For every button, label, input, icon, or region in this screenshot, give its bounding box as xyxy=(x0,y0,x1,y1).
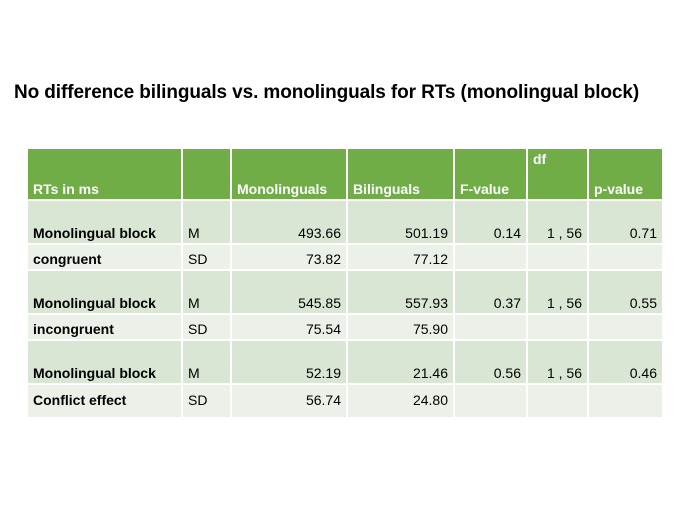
cell-monolinguals: 75.54 xyxy=(230,313,348,341)
row-label: Monolingual block xyxy=(26,269,183,315)
cell-monolinguals: 56.74 xyxy=(230,383,348,419)
row-stat: M xyxy=(181,339,232,385)
row-label: congruent xyxy=(26,243,183,271)
cell-monolinguals: 73.82 xyxy=(230,243,348,271)
header-p-value: p-value xyxy=(587,147,664,201)
cell-bilinguals: 501.19 xyxy=(346,199,455,245)
header-rts: RTs in ms xyxy=(26,147,183,201)
cell-p-value xyxy=(587,383,664,419)
table-row: incongruent SD 75.54 75.90 xyxy=(26,313,664,341)
cell-monolinguals: 52.19 xyxy=(230,339,348,385)
row-stat: SD xyxy=(181,383,232,419)
header-df: df xyxy=(526,147,589,201)
row-stat: M xyxy=(181,199,232,245)
row-stat: SD xyxy=(181,313,232,341)
table-row: Monolingual block M 52.19 21.46 0.56 1 ,… xyxy=(26,339,664,385)
cell-f-value: 0.56 xyxy=(453,339,528,385)
cell-bilinguals: 77.12 xyxy=(346,243,455,271)
cell-p-value: 0.71 xyxy=(587,199,664,245)
table-header-row: RTs in ms Monolinguals Bilinguals F-valu… xyxy=(26,147,664,201)
header-bilinguals: Bilinguals xyxy=(346,147,455,201)
header-monolinguals: Monolinguals xyxy=(230,147,348,201)
cell-bilinguals: 21.46 xyxy=(346,339,455,385)
cell-monolinguals: 493.66 xyxy=(230,199,348,245)
cell-f-value xyxy=(453,313,528,341)
cell-p-value: 0.55 xyxy=(587,269,664,315)
row-label: Monolingual block xyxy=(26,199,183,245)
cell-df xyxy=(526,243,589,271)
table-row: Monolingual block M 493.66 501.19 0.14 1… xyxy=(26,199,664,245)
cell-monolinguals: 545.85 xyxy=(230,269,348,315)
cell-df: 1 , 56 xyxy=(526,269,589,315)
cell-df: 1 , 56 xyxy=(526,339,589,385)
cell-bilinguals: 557.93 xyxy=(346,269,455,315)
cell-f-value xyxy=(453,243,528,271)
cell-df: 1 , 56 xyxy=(526,199,589,245)
cell-df xyxy=(526,383,589,419)
slide-title: No difference bilinguals vs. monolingual… xyxy=(14,82,640,103)
header-f-value: F-value xyxy=(453,147,528,201)
cell-f-value xyxy=(453,383,528,419)
cell-p-value: 0.46 xyxy=(587,339,664,385)
row-stat: SD xyxy=(181,243,232,271)
row-label: Monolingual block xyxy=(26,339,183,385)
cell-df xyxy=(526,313,589,341)
row-label: incongruent xyxy=(26,313,183,341)
table-row: Monolingual block M 545.85 557.93 0.37 1… xyxy=(26,269,664,315)
results-table: RTs in ms Monolinguals Bilinguals F-valu… xyxy=(26,147,664,419)
cell-f-value: 0.14 xyxy=(453,199,528,245)
header-stat xyxy=(181,147,232,201)
table-row: congruent SD 73.82 77.12 xyxy=(26,243,664,271)
table-row: Conflict effect SD 56.74 24.80 xyxy=(26,383,664,419)
cell-bilinguals: 24.80 xyxy=(346,383,455,419)
cell-p-value xyxy=(587,313,664,341)
cell-f-value: 0.37 xyxy=(453,269,528,315)
row-stat: M xyxy=(181,269,232,315)
cell-bilinguals: 75.90 xyxy=(346,313,455,341)
cell-p-value xyxy=(587,243,664,271)
row-label: Conflict effect xyxy=(26,383,183,419)
